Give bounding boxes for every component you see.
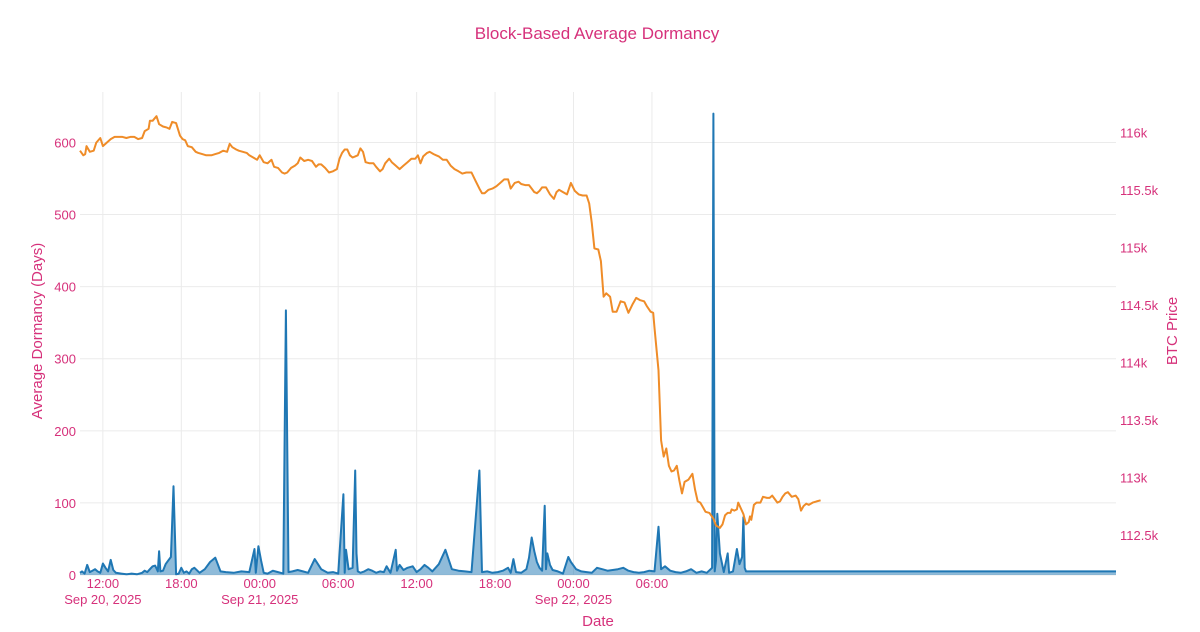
x-tick-label: 18:00 bbox=[165, 576, 198, 591]
y-right-tick-label: 112.5k bbox=[1120, 528, 1159, 543]
x-tick-date-label: Sep 20, 2025 bbox=[64, 592, 141, 607]
series-line-dormancy bbox=[79, 112, 1116, 576]
y-right-axis-ticks: 112.5k 113k 113.5k 114k 114.5k 115k 115.5k 116k bbox=[1120, 125, 1159, 543]
x-tick-date-label: Sep 21, 2025 bbox=[221, 592, 298, 607]
y-right-tick-label: 115k bbox=[1120, 240, 1148, 255]
y-left-axis-title: Average Dormancy (Days) bbox=[29, 243, 46, 419]
y-right-tick-label: 116k bbox=[1120, 125, 1148, 140]
series-area-dormancy bbox=[80, 113, 1116, 575]
x-tick-label: 06:00 bbox=[322, 576, 355, 591]
y-left-tick-label: 200 bbox=[54, 424, 76, 439]
x-tick-label: 00:00 bbox=[557, 576, 590, 591]
x-tick-label: 00:00 bbox=[243, 576, 276, 591]
y-right-tick-label: 113k bbox=[1120, 470, 1148, 485]
x-tick-label: 12:00 bbox=[87, 576, 120, 591]
x-axis-title: Date bbox=[582, 613, 614, 630]
y-right-tick-label: 113.5k bbox=[1120, 413, 1159, 428]
y-left-tick-label: 600 bbox=[54, 135, 76, 150]
y-right-axis-title: BTC Price bbox=[1164, 297, 1181, 365]
y-left-tick-label: 500 bbox=[54, 208, 76, 223]
x-tick-label: 18:00 bbox=[479, 576, 512, 591]
y-left-tick-label: 0 bbox=[69, 568, 76, 583]
y-left-tick-label: 100 bbox=[54, 496, 76, 511]
y-right-tick-label: 114.5k bbox=[1120, 298, 1159, 313]
y-left-tick-label: 400 bbox=[54, 280, 76, 295]
chart-title: Block-Based Average Dormancy bbox=[475, 24, 720, 43]
y-right-tick-label: 114k bbox=[1120, 355, 1148, 370]
y-left-axis-ticks: 0 100 200 300 400 500 600 bbox=[54, 135, 76, 583]
x-tick-label: 06:00 bbox=[636, 576, 669, 591]
y-left-tick-label: 300 bbox=[54, 352, 76, 367]
x-tick-date-label: Sep 22, 2025 bbox=[535, 592, 612, 607]
x-tick-label: 12:00 bbox=[400, 576, 433, 591]
series-line-btc-price bbox=[79, 115, 821, 529]
y-right-tick-label: 115.5k bbox=[1120, 183, 1159, 198]
series-layer bbox=[79, 112, 1116, 576]
grid-lines bbox=[80, 92, 1116, 576]
